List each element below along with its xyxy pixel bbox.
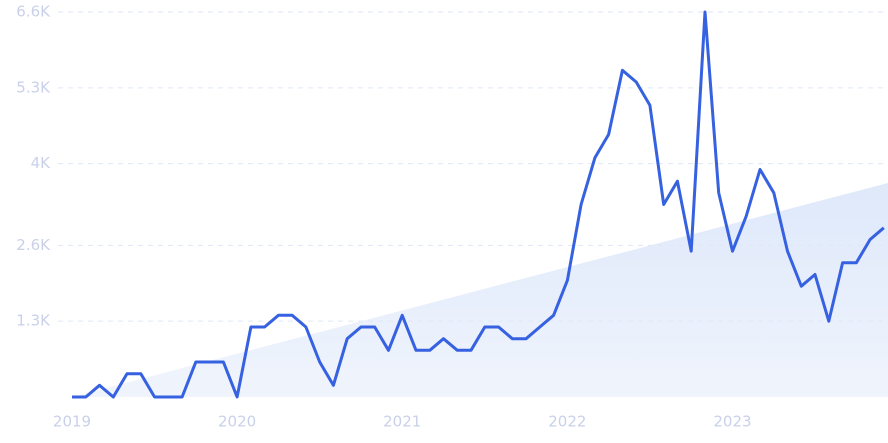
x-tick-label: 2022 xyxy=(548,413,586,431)
y-tick-label: 6.6K xyxy=(16,3,51,21)
y-tick-label: 4K xyxy=(31,154,52,172)
x-tick-label: 2021 xyxy=(383,413,421,431)
x-tick-label: 2019 xyxy=(53,413,91,431)
y-tick-label: 1.3K xyxy=(16,312,51,330)
y-tick-label: 5.3K xyxy=(16,78,51,96)
x-tick-label: 2020 xyxy=(218,413,256,431)
x-tick-label: 2023 xyxy=(713,413,751,431)
y-tick-label: 2.6K xyxy=(16,236,51,254)
series-line xyxy=(72,10,885,399)
trend-area xyxy=(72,183,888,397)
